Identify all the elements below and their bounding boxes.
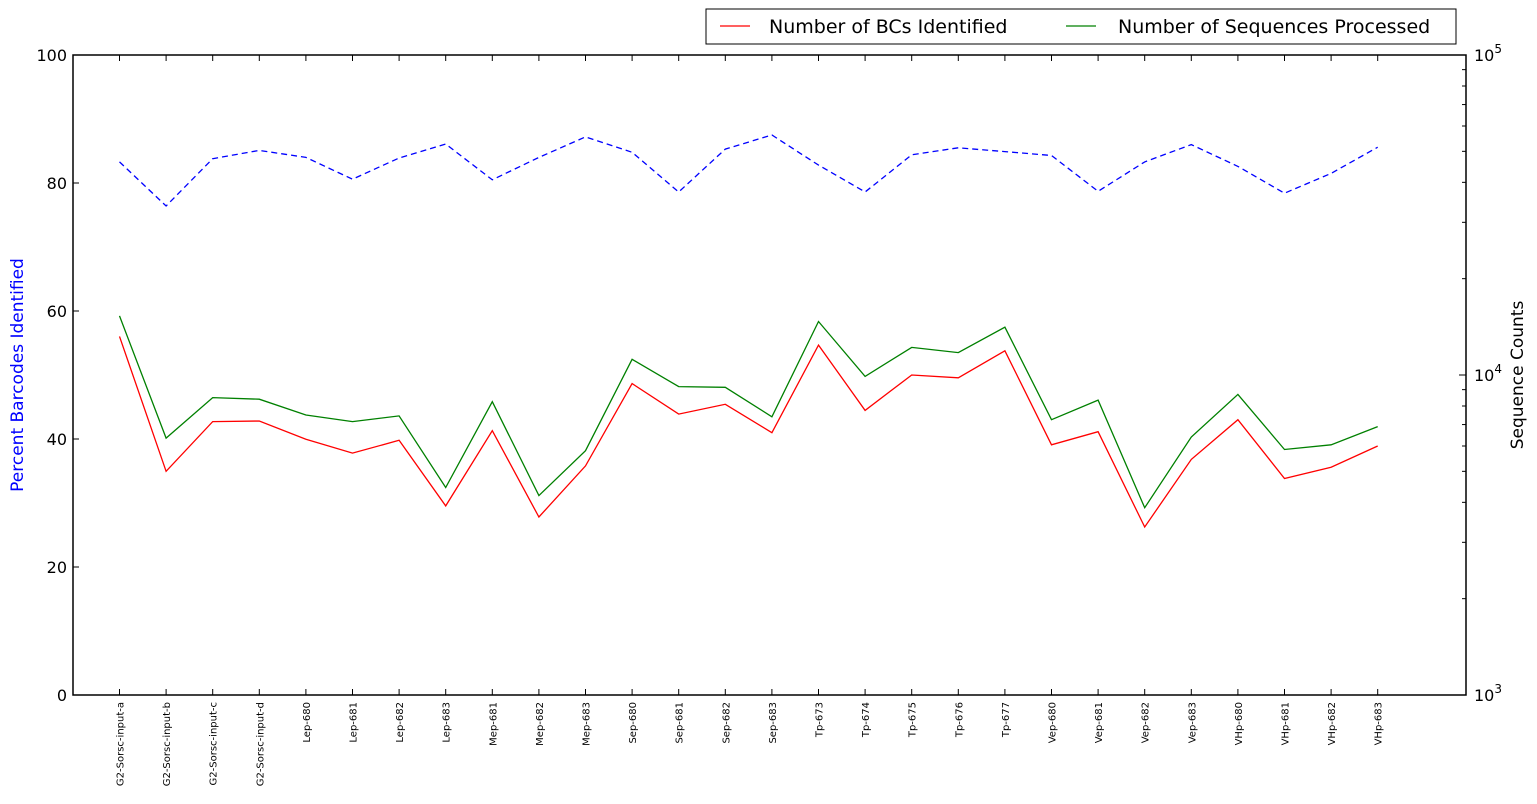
category-tick-label: Vep-680 <box>1048 702 1059 743</box>
category-tick-label: G2-Sorsc-input-b <box>162 702 173 786</box>
legend-label-sequences-processed: Number of Sequences Processed <box>1118 16 1430 38</box>
left-tick-label: 60 <box>47 302 67 321</box>
category-tick-label: Mep-683 <box>582 702 593 746</box>
left-tick-label: 0 <box>57 686 67 705</box>
category-tick-label: VHp-680 <box>1234 702 1245 745</box>
plot-frame <box>72 54 1467 696</box>
category-tick-label: Vep-683 <box>1187 702 1198 743</box>
category-tick-label: Lep-683 <box>442 702 453 743</box>
category-axis-ticks: G2-Sorsc-input-a G2-Sorsc-input-b G2-Sorsc… <box>116 55 1385 786</box>
category-tick-label: Sep-682 <box>721 702 732 744</box>
right-tick-exponent: 3 <box>1494 682 1502 696</box>
series-line-1 <box>118 315 1378 510</box>
category-tick-label: G2-Sorsc-input-c <box>209 702 220 785</box>
legend-label-bcs-identified: Number of BCs Identified <box>769 16 1007 38</box>
series-lines <box>118 134 1379 529</box>
left-tick-label: 20 <box>47 558 67 577</box>
right-axis-title: Sequence Counts <box>1508 301 1528 450</box>
right-tick-exponent: 5 <box>1494 42 1502 56</box>
right-tick-base: 10 <box>1474 686 1494 705</box>
right-tick-base: 10 <box>1474 46 1494 65</box>
category-tick-label: Sep-683 <box>768 702 779 744</box>
category-tick-label: Lep-680 <box>302 702 313 743</box>
category-tick-label: Lep-682 <box>395 702 406 743</box>
left-tick-label: 80 <box>47 174 67 193</box>
category-tick-label: Sep-680 <box>628 702 639 744</box>
category-tick-label: Vep-681 <box>1094 702 1105 743</box>
category-tick-label: Mep-681 <box>488 702 499 746</box>
category-tick-label: Mep-682 <box>535 702 546 746</box>
category-tick-label: VHp-681 <box>1281 702 1292 745</box>
legend: Number of BCs Identified Number of Seque… <box>705 8 1457 45</box>
left-axis-ticks: 0 20 40 60 80 100 <box>36 46 79 705</box>
left-tick-label: 40 <box>47 430 67 449</box>
category-tick-label: Sep-681 <box>675 702 686 744</box>
right-tick-label: 103 <box>1474 682 1502 705</box>
category-tick-label: G2-Sorsc-input-a <box>116 702 127 786</box>
right-tick-exponent: 4 <box>1494 362 1502 376</box>
right-tick-label: 105 <box>1474 42 1502 65</box>
right-tick-base: 10 <box>1474 366 1494 385</box>
category-tick-label: Tp-676 <box>954 702 965 738</box>
category-tick-label: VHp-683 <box>1374 702 1385 745</box>
category-tick-label: Lep-681 <box>349 702 360 743</box>
left-tick-label: 100 <box>36 46 67 65</box>
category-tick-label: Tp-673 <box>815 702 826 738</box>
left-axis-title: Percent Barcodes Identified <box>8 258 28 492</box>
series-line-0 <box>118 336 1378 529</box>
category-tick-label: G2-Sorsc-input-d <box>255 702 266 786</box>
series-line-2 <box>119 134 1379 207</box>
category-tick-label: Tp-677 <box>1001 702 1012 738</box>
category-tick-label: Tp-675 <box>908 702 919 738</box>
category-tick-label: VHp-682 <box>1327 702 1338 745</box>
category-tick-label: Tp-674 <box>861 702 872 738</box>
right-tick-label: 104 <box>1474 362 1502 385</box>
category-tick-label: Vep-682 <box>1141 702 1152 743</box>
